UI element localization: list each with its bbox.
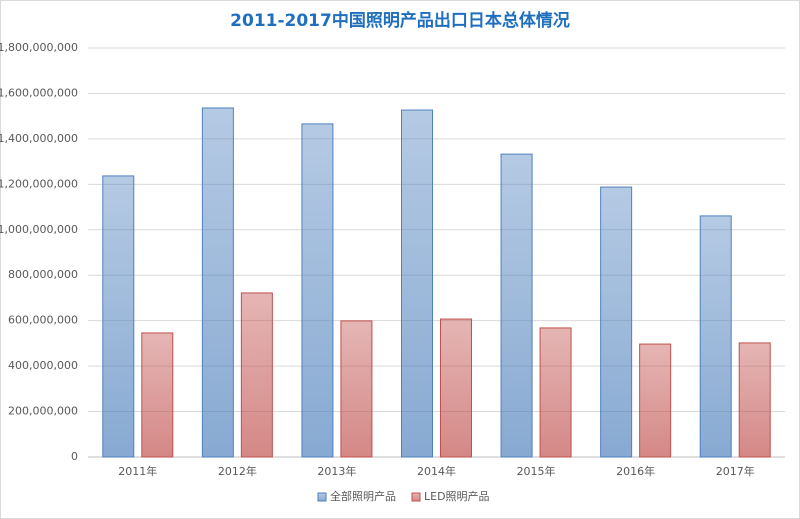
y-tick-label: 1,200,000,000: [0, 177, 78, 190]
bar: [240, 292, 273, 458]
x-tick-label: 2012年: [218, 464, 257, 478]
bar: [639, 343, 672, 458]
y-tick-label: 1,600,000,000: [0, 86, 78, 99]
bar: [301, 123, 334, 458]
chart-title: 2011-2017中国照明产品出口日本总体情况: [230, 10, 570, 31]
x-tick-label: 2017年: [716, 464, 755, 478]
y-tick-label: 200,000,000: [8, 405, 78, 418]
y-tick-label: 0: [71, 450, 78, 463]
bar: [738, 342, 771, 458]
bar: [201, 107, 234, 458]
bar: [699, 215, 732, 458]
bar: [340, 320, 373, 458]
x-tick-label: 2013年: [317, 464, 356, 478]
x-tick-label: 2016年: [616, 464, 655, 478]
legend-label: 全部照明产品: [330, 489, 396, 503]
bar: [401, 109, 433, 458]
y-tick-label: 800,000,000: [8, 268, 78, 281]
legend-swatch: [317, 492, 327, 502]
bar: [600, 186, 633, 458]
legend-label: LED照明产品: [424, 489, 490, 503]
y-tick-label: 1,800,000,000: [0, 41, 78, 54]
bar: [440, 318, 472, 458]
legend-swatch: [411, 492, 421, 502]
bar: [102, 175, 135, 458]
y-tick-label: 400,000,000: [8, 359, 78, 372]
x-tick-label: 2014年: [417, 464, 456, 478]
y-tick-label: 1,000,000,000: [0, 223, 78, 236]
bar: [539, 327, 572, 458]
y-tick-label: 1,400,000,000: [0, 132, 78, 145]
x-tick-label: 2011年: [118, 464, 157, 478]
y-tick-label: 600,000,000: [8, 314, 78, 327]
x-tick-label: 2015年: [517, 464, 556, 478]
bar: [500, 153, 533, 458]
bar: [141, 332, 174, 458]
